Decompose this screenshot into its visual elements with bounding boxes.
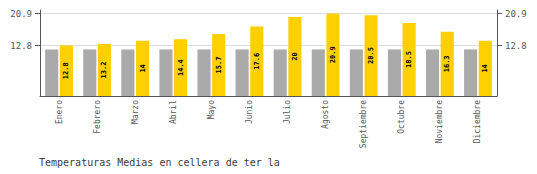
svg-text:20.9: 20.9 bbox=[10, 9, 32, 19]
svg-text:20.5: 20.5 bbox=[367, 47, 375, 64]
svg-text:20.9: 20.9 bbox=[329, 46, 337, 63]
svg-text:Temperaturas Medias en cellera: Temperaturas Medias en cellera de ter la bbox=[39, 157, 280, 168]
svg-text:16.3: 16.3 bbox=[443, 55, 451, 72]
svg-text:13.2: 13.2 bbox=[100, 62, 108, 79]
svg-text:20.9: 20.9 bbox=[505, 9, 527, 19]
svg-text:12.8: 12.8 bbox=[10, 41, 32, 51]
svg-text:Marzo: Marzo bbox=[131, 100, 140, 124]
svg-text:Julio: Julio bbox=[283, 100, 292, 124]
svg-text:Abril: Abril bbox=[169, 100, 178, 124]
svg-text:Diciembre: Diciembre bbox=[473, 100, 482, 144]
svg-text:Septiembre: Septiembre bbox=[359, 100, 368, 148]
svg-text:Junio: Junio bbox=[245, 100, 254, 124]
svg-text:Octubre: Octubre bbox=[397, 100, 406, 134]
svg-text:12.8: 12.8 bbox=[62, 62, 70, 79]
svg-text:Agosto: Agosto bbox=[321, 100, 330, 129]
svg-text:Febrero: Febrero bbox=[93, 100, 102, 134]
svg-text:17.6: 17.6 bbox=[253, 53, 261, 70]
svg-text:14: 14 bbox=[139, 64, 147, 72]
svg-text:12.8: 12.8 bbox=[505, 41, 527, 51]
svg-text:14.4: 14.4 bbox=[177, 59, 185, 76]
svg-text:20: 20 bbox=[291, 52, 299, 60]
svg-text:Mayo: Mayo bbox=[207, 100, 216, 119]
svg-text:15.7: 15.7 bbox=[215, 57, 223, 74]
svg-text:14: 14 bbox=[481, 64, 489, 72]
svg-text:Enero: Enero bbox=[55, 100, 64, 124]
svg-text:18.5: 18.5 bbox=[405, 51, 413, 68]
svg-text:Noviembre: Noviembre bbox=[435, 100, 444, 144]
